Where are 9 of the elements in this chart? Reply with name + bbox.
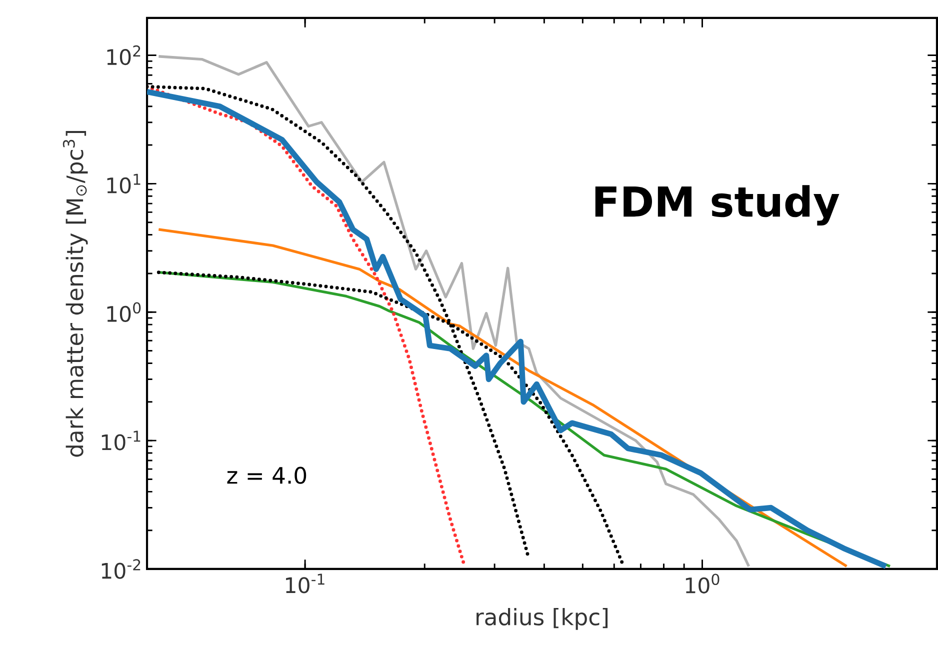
y-tick-label: 10$^{-1}$ [102,430,140,450]
y-axis-title: dark matter density [M$_{⊙}$/pc$^{3}$] [62,130,88,457]
annotation: FDM study [595,185,840,226]
y-tick-label: 10$^{-2}$ [102,559,140,579]
y-tick-label: 10$^{1}$ [107,174,140,194]
y-tick-label: 10$^{0}$ [107,302,141,322]
x-axis-title: radius [kpc] [476,608,608,630]
y-tick-label: 10$^{2}$ [107,45,140,66]
annotation: z = 4.0 [227,466,306,484]
